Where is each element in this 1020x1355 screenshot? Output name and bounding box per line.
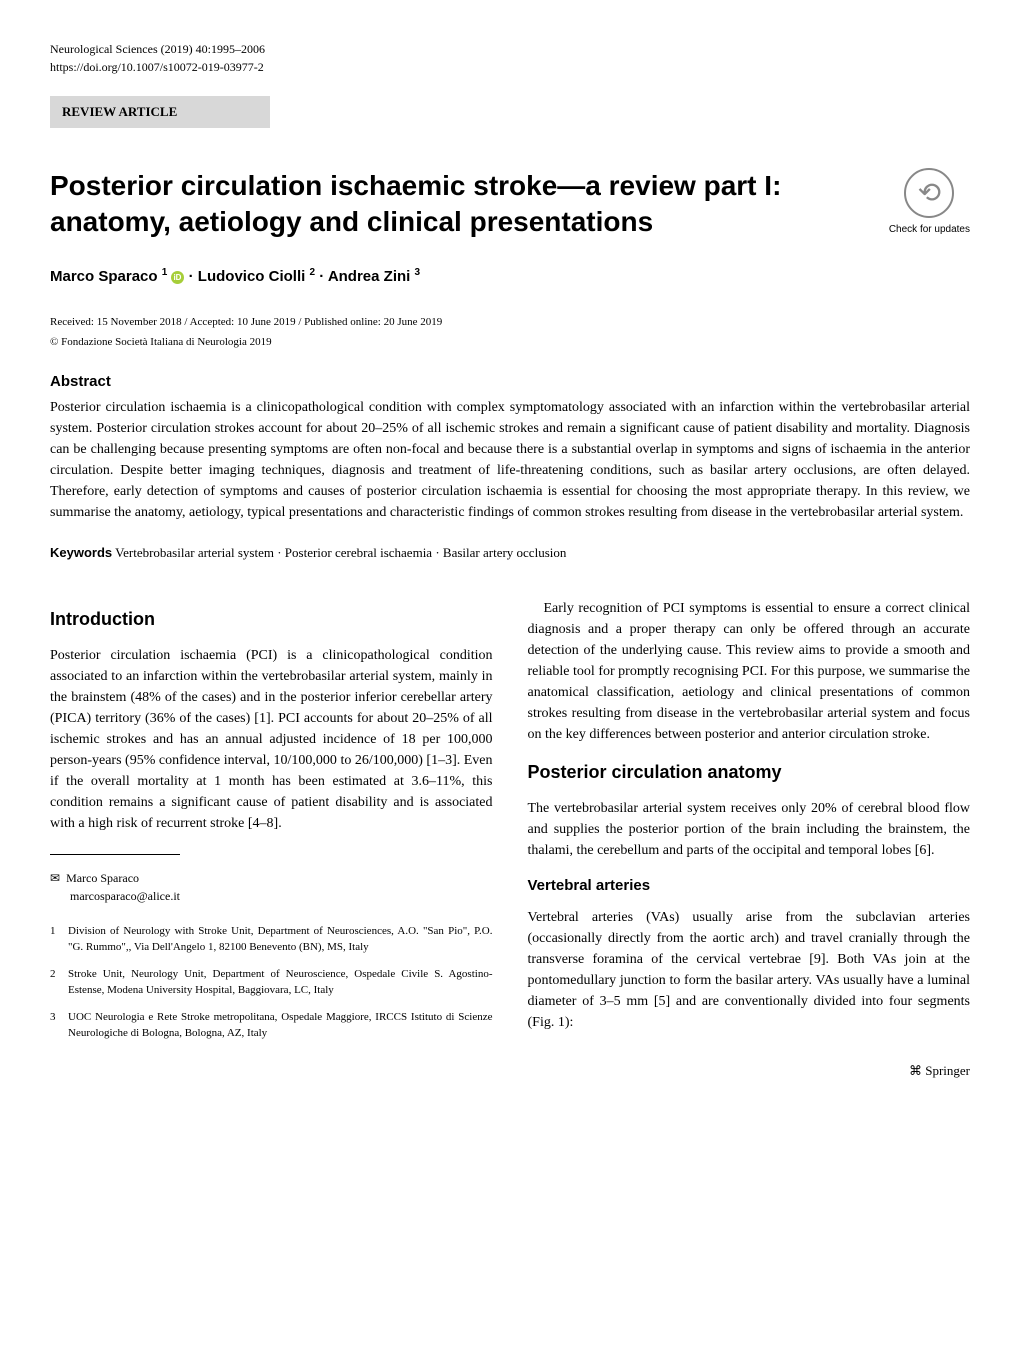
title-row: Posterior circulation ischaemic stroke—a… [50, 168, 970, 241]
introduction-p1: Posterior circulation ischaemia (PCI) is… [50, 645, 493, 834]
vertebral-heading: Vertebral arteries [528, 875, 971, 898]
author-3-sup: 3 [415, 267, 421, 278]
copyright-line: © Fondazione Società Italiana di Neurolo… [50, 334, 970, 351]
keywords-line: Keywords Vertebrobasilar arterial system… [50, 543, 970, 563]
check-updates-label: Check for updates [889, 222, 970, 237]
anatomy-p1: The vertebrobasilar arterial system rece… [528, 798, 971, 861]
keywords-label: Keywords [50, 545, 112, 560]
affiliation-1: 1 Division of Neurology with Stroke Unit… [50, 923, 493, 956]
affil-3-num: 3 [50, 1009, 68, 1042]
author-2-sup: 2 [309, 267, 315, 278]
author-1: Marco Sparaco [50, 268, 162, 285]
journal-citation: Neurological Sciences (2019) 40:1995–200… [50, 40, 265, 58]
affil-2-num: 2 [50, 966, 68, 999]
affiliation-2: 2 Stroke Unit, Neurology Unit, Departmen… [50, 966, 493, 999]
affil-2-text: Stroke Unit, Neurology Unit, Department … [68, 966, 493, 999]
author-sep: · [319, 268, 328, 285]
corresponding-author: Marco Sparaco marcosparaco@alice.it [50, 869, 493, 905]
publication-dates: Received: 15 November 2018 / Accepted: 1… [50, 314, 970, 331]
article-type-label: REVIEW ARTICLE [50, 96, 270, 128]
right-column: Early recognition of PCI symptoms is ess… [528, 598, 971, 1081]
footnote-divider [50, 854, 180, 855]
anatomy-heading: Posterior circulation anatomy [528, 759, 971, 786]
affil-3-text: UOC Neurologia e Rete Stroke metropolita… [68, 1009, 493, 1042]
keywords-text: Vertebrobasilar arterial system · Poster… [115, 545, 566, 560]
authors-line: Marco Sparaco 1 · Ludovico Ciolli 2 · An… [50, 265, 970, 289]
affil-1-num: 1 [50, 923, 68, 956]
crossmark-icon [904, 168, 954, 218]
abstract-heading: Abstract [50, 371, 970, 394]
springer-logo: Springer [528, 1061, 971, 1081]
author-2: Ludovico Ciolli [198, 268, 310, 285]
doi-link[interactable]: https://doi.org/10.1007/s10072-019-03977… [50, 58, 265, 76]
introduction-p2: Early recognition of PCI symptoms is ess… [528, 598, 971, 745]
left-column: Introduction Posterior circulation ischa… [50, 598, 493, 1081]
orcid-icon[interactable] [171, 271, 184, 284]
body-columns: Introduction Posterior circulation ischa… [50, 598, 970, 1081]
vertebral-p1: Vertebral arteries (VAs) usually arise f… [528, 907, 971, 1033]
author-3: Andrea Zini [328, 268, 415, 285]
article-title: Posterior circulation ischaemic stroke—a… [50, 168, 850, 241]
header-metadata: Neurological Sciences (2019) 40:1995–200… [50, 40, 970, 76]
author-1-sup: 1 [162, 267, 168, 278]
abstract-text: Posterior circulation ischaemia is a cli… [50, 397, 970, 523]
check-updates-badge[interactable]: Check for updates [889, 168, 970, 237]
author-sep: · [189, 268, 198, 285]
affil-1-text: Division of Neurology with Stroke Unit, … [68, 923, 493, 956]
introduction-heading: Introduction [50, 606, 493, 633]
corresp-name: Marco Sparaco [50, 869, 493, 887]
affiliation-3: 3 UOC Neurologia e Rete Stroke metropoli… [50, 1009, 493, 1042]
corresp-email[interactable]: marcosparaco@alice.it [70, 887, 493, 905]
